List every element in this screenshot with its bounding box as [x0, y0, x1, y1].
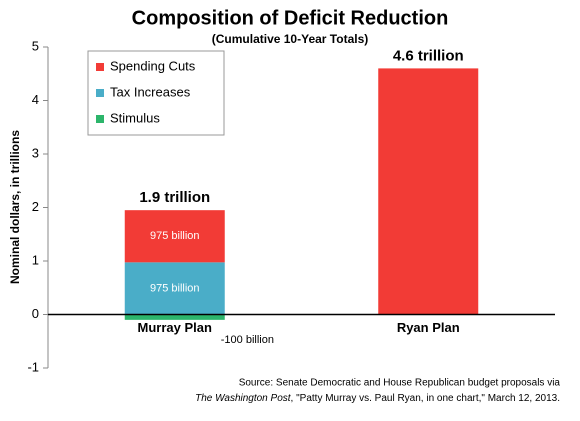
chart-subtitle: (Cumulative 10-Year Totals) [212, 32, 369, 46]
bar-segment [124, 262, 225, 315]
value-label: 975 billion [150, 230, 200, 242]
y-tick-label: 2 [32, 199, 39, 214]
y-tick-label: 1 [32, 252, 39, 267]
value-label: 975 billion [150, 282, 200, 294]
total-label: 1.9 trillion [139, 189, 210, 206]
y-tick-label: 4 [32, 92, 39, 107]
y-axis-label: Nominal dollars, in trillions [8, 130, 22, 284]
value-label: -100 billion [221, 334, 274, 346]
legend-label: Spending Cuts [110, 58, 196, 73]
legend-swatch [96, 63, 104, 71]
source: Source: Senate Democratic and House Repu… [239, 378, 561, 389]
legend-box [87, 50, 225, 136]
y-tick-label: 0 [32, 306, 39, 321]
y-tick-label: -1 [27, 359, 39, 374]
source: The Washington Post, "Patty Murray vs. P… [195, 393, 560, 404]
source-publication: The Washington Post [195, 393, 292, 404]
y-tick-label: 5 [32, 38, 39, 53]
bar-segment [124, 314, 225, 320]
legend-label: Stimulus [110, 110, 160, 125]
bar-segment [378, 68, 479, 315]
source-detail: , "Patty Murray vs. Paul Ryan, in one ch… [291, 393, 560, 404]
chart-title: Composition of Deficit Reduction [132, 7, 449, 29]
x-tick-label: Murray Plan [138, 320, 212, 335]
legend-label: Tax Increases [110, 84, 191, 99]
y-tick-label: 3 [32, 145, 39, 160]
total-label: 4.6 trillion [393, 47, 464, 64]
x-tick-label: Ryan Plan [397, 320, 460, 335]
legend-swatch [96, 89, 104, 97]
legend-swatch [96, 115, 104, 123]
bar-segment [124, 210, 225, 263]
